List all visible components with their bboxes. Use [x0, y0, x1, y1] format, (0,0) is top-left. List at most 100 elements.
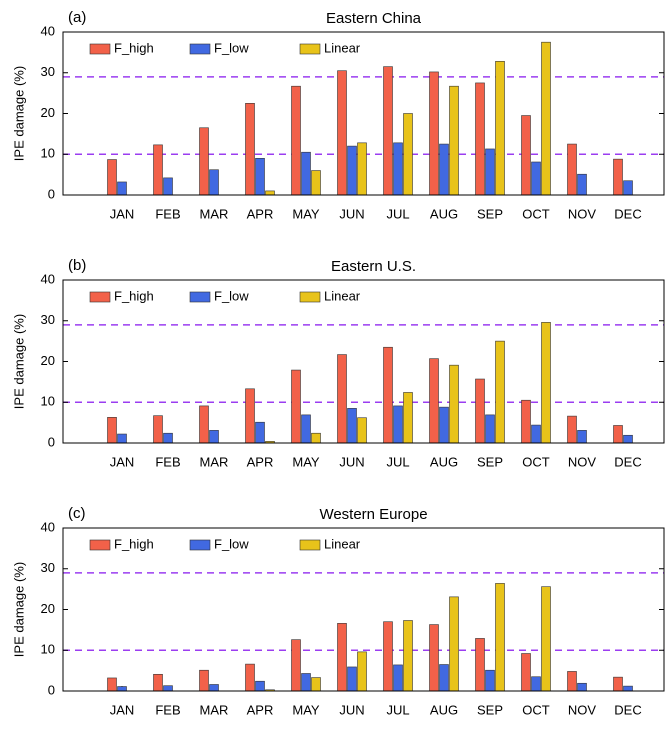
- chart-title: Western Europe: [319, 506, 427, 523]
- panel-label: (c): [68, 505, 86, 522]
- y-tick-label: 30: [41, 312, 55, 327]
- x-tick-label: FEB: [155, 702, 180, 717]
- legend-label: F_low: [214, 288, 249, 303]
- bar: [475, 638, 485, 692]
- legend-label: F_low: [214, 40, 249, 55]
- bar: [117, 433, 127, 444]
- y-tick-label: 40: [41, 23, 55, 38]
- legend-swatch: [89, 539, 111, 551]
- bar: [311, 677, 321, 692]
- bar: [209, 684, 219, 692]
- x-tick-label: JAN: [110, 454, 135, 469]
- x-tick-label: FEB: [155, 454, 180, 469]
- bar: [439, 664, 449, 692]
- bar: [393, 405, 403, 444]
- legend-label: Linear: [324, 536, 361, 551]
- chart-title: Eastern China: [326, 10, 422, 27]
- x-tick-label: JUN: [339, 702, 364, 717]
- legend-label: Linear: [324, 288, 361, 303]
- bar: [383, 621, 393, 692]
- bar: [153, 415, 163, 444]
- bar: [577, 682, 587, 692]
- bar: [153, 144, 163, 196]
- bar: [255, 680, 265, 692]
- bar: [449, 596, 459, 692]
- x-tick-label: SEP: [477, 702, 503, 717]
- bar: [347, 408, 357, 444]
- bar: [337, 70, 347, 196]
- y-tick-label: 20: [41, 601, 55, 616]
- bar: [475, 82, 485, 196]
- bar: [449, 364, 459, 444]
- bar: [485, 148, 495, 196]
- bar: [577, 430, 587, 444]
- bar: [163, 432, 173, 444]
- y-tick-label: 30: [41, 560, 55, 575]
- legend-label: F_high: [114, 288, 154, 303]
- y-tick-label: 40: [41, 519, 55, 534]
- x-tick-label: MAY: [292, 702, 320, 717]
- bar: [301, 414, 311, 444]
- bar: [439, 143, 449, 196]
- x-tick-label: OCT: [522, 702, 550, 717]
- bar: [403, 620, 413, 692]
- bar: [311, 432, 321, 444]
- bar: [449, 85, 459, 196]
- bar: [383, 66, 393, 196]
- x-tick-label: FEB: [155, 206, 180, 221]
- x-tick-label: MAR: [200, 206, 229, 221]
- bar: [199, 405, 209, 444]
- bar: [613, 158, 623, 196]
- x-tick-label: MAY: [292, 454, 320, 469]
- legend-swatch: [299, 539, 321, 551]
- bar: [531, 161, 541, 196]
- legend-swatch: [189, 539, 211, 551]
- bar: [541, 322, 551, 444]
- bar: [567, 415, 577, 444]
- plot-frame: [62, 527, 665, 692]
- x-tick-label: JUL: [386, 206, 409, 221]
- x-tick-label: OCT: [522, 454, 550, 469]
- x-tick-label: APR: [247, 454, 274, 469]
- bar: [347, 145, 357, 196]
- bar: [495, 61, 505, 196]
- bar: [403, 392, 413, 444]
- bar: [577, 173, 587, 196]
- legend-swatch: [89, 43, 111, 55]
- chart-title: Eastern U.S.: [331, 258, 416, 275]
- bar: [347, 666, 357, 692]
- bar: [403, 113, 413, 196]
- bar: [209, 430, 219, 444]
- bar: [117, 686, 127, 692]
- bar: [521, 115, 531, 196]
- bar: [383, 346, 393, 444]
- bar: [613, 425, 623, 444]
- panel-label: (a): [68, 9, 86, 26]
- bar: [521, 399, 531, 444]
- x-tick-label: SEP: [477, 206, 503, 221]
- bar: [107, 159, 117, 196]
- y-axis-label: IPE damage (%): [11, 314, 26, 409]
- y-tick-label: 10: [41, 394, 55, 409]
- bar: [245, 103, 255, 196]
- x-tick-label: NOV: [568, 702, 597, 717]
- plot-frame: [62, 31, 665, 196]
- x-tick-label: DEC: [614, 454, 641, 469]
- plot-frame: [62, 279, 665, 444]
- legend-label: Linear: [324, 40, 361, 55]
- bar: [393, 142, 403, 196]
- bar: [337, 354, 347, 444]
- bar: [291, 369, 301, 444]
- legend-label: F_high: [114, 536, 154, 551]
- x-tick-label: JUN: [339, 206, 364, 221]
- y-tick-label: 0: [48, 682, 55, 697]
- bar: [291, 85, 301, 196]
- bar: [255, 158, 265, 196]
- bar: [439, 406, 449, 444]
- bar: [475, 378, 485, 444]
- bar: [623, 685, 633, 692]
- bar: [265, 190, 275, 196]
- bar: [245, 663, 255, 692]
- x-tick-label: AUG: [430, 206, 458, 221]
- y-tick-label: 10: [41, 146, 55, 161]
